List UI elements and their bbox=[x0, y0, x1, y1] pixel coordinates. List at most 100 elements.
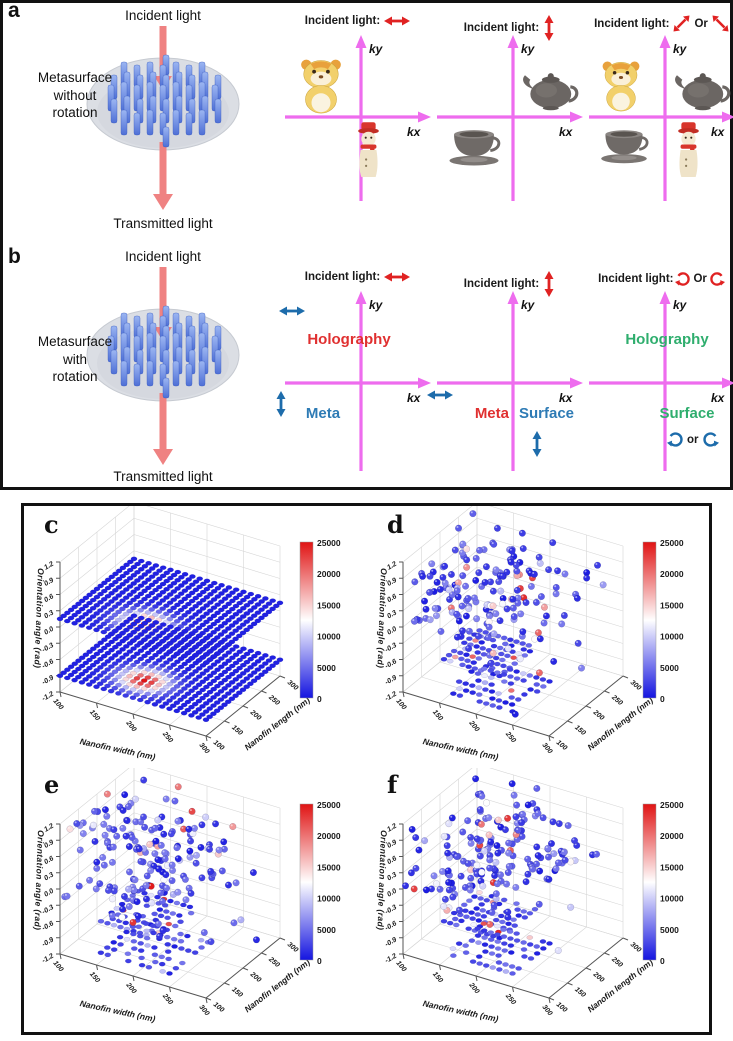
scatter3d-d: 1.20.90.60.30.0-0.3-0.6-0.9-1.2100150200… bbox=[375, 506, 684, 762]
kspace-a3-axes: ky kx bbox=[589, 35, 733, 201]
svg-text:0.0: 0.0 bbox=[386, 626, 398, 637]
panel-a: a Incident light Metasurface without rot… bbox=[3, 0, 733, 231]
svg-text:0: 0 bbox=[317, 694, 322, 704]
svg-text:150: 150 bbox=[573, 724, 587, 737]
svg-text:10000: 10000 bbox=[660, 632, 684, 642]
kspace-a2: Incident light: ky kx bbox=[435, 15, 584, 225]
blue-rotation-row: or bbox=[667, 431, 719, 448]
svg-text:250: 250 bbox=[503, 992, 517, 1006]
panel-b-letter: b bbox=[8, 245, 21, 268]
plot-panel-d: d 1.2 0.9 0.6 0.3 0.0 -0.3 -0.6 -0.9 -1.2 100 150 2… bbox=[367, 506, 712, 768]
panel-ab-box: a Incident light Metasurface without rot… bbox=[0, 0, 733, 490]
svg-text:Orientation angle (rad): Orientation angle (rad) bbox=[32, 568, 45, 669]
svg-text:0.9: 0.9 bbox=[43, 839, 55, 850]
svg-text:0.3: 0.3 bbox=[386, 871, 398, 882]
kspace-b1: Incident light: ky kx Holography Meta bbox=[283, 271, 432, 487]
svg-text:0.3: 0.3 bbox=[43, 609, 55, 620]
svg-text:0.9: 0.9 bbox=[43, 577, 55, 588]
svg-text:0.3: 0.3 bbox=[43, 871, 55, 882]
kspace-b3-header: Incident light: Or bbox=[587, 271, 733, 287]
svg-text:250: 250 bbox=[609, 694, 623, 708]
svg-text:10000: 10000 bbox=[660, 894, 684, 904]
blue-cw-rotation-icon bbox=[702, 431, 719, 448]
svg-text:100: 100 bbox=[555, 1001, 569, 1014]
svg-text:15000: 15000 bbox=[660, 600, 684, 610]
svg-text:150: 150 bbox=[431, 971, 444, 985]
svg-text:10000: 10000 bbox=[317, 632, 341, 642]
svg-text:25000: 25000 bbox=[660, 538, 684, 548]
svg-text:300: 300 bbox=[197, 1004, 210, 1018]
kx-label: kx bbox=[559, 391, 574, 405]
svg-text:-0.9: -0.9 bbox=[384, 674, 398, 686]
kspace-b1-header: Incident light: bbox=[283, 271, 432, 283]
svg-text:20000: 20000 bbox=[317, 831, 341, 841]
svg-text:5000: 5000 bbox=[660, 663, 679, 673]
teapot-image bbox=[673, 71, 731, 112]
svg-text:15000: 15000 bbox=[660, 862, 684, 872]
svg-text:250: 250 bbox=[609, 956, 623, 970]
svg-text:200: 200 bbox=[124, 981, 138, 995]
svg-text:150: 150 bbox=[230, 986, 244, 999]
svg-text:20000: 20000 bbox=[660, 569, 684, 579]
svg-text:0: 0 bbox=[660, 956, 665, 966]
kspace-b1-axes: ky kx bbox=[285, 291, 431, 471]
surface-label: Surface bbox=[519, 405, 575, 422]
nanofin-pillars bbox=[107, 54, 222, 148]
svg-text:0.0: 0.0 bbox=[43, 888, 55, 899]
svg-text:25000: 25000 bbox=[317, 538, 341, 548]
transmitted-arrow bbox=[153, 142, 173, 210]
svg-text:-0.9: -0.9 bbox=[41, 936, 55, 948]
kx-label: kx bbox=[711, 125, 726, 139]
svg-text:5000: 5000 bbox=[317, 925, 336, 935]
panel-cdef-box: c 1.2 0.9 0.6 0.3 0.0 -0.3 -0.6 -0.9 -1.2 100 150 2… bbox=[21, 503, 712, 1035]
blue-vertical-arrow-icon bbox=[275, 389, 287, 419]
metasurface-side-label: Metasurface without rotation bbox=[37, 70, 113, 121]
svg-text:300: 300 bbox=[629, 679, 643, 692]
svg-text:5000: 5000 bbox=[660, 925, 679, 935]
svg-text:15000: 15000 bbox=[317, 862, 341, 872]
svg-text:300: 300 bbox=[197, 742, 210, 756]
panel-f-letter: f bbox=[387, 770, 398, 799]
holography-label: Holography bbox=[625, 331, 709, 348]
svg-text:200: 200 bbox=[248, 971, 262, 985]
svg-text:1.2: 1.2 bbox=[43, 823, 55, 834]
svg-text:0.0: 0.0 bbox=[386, 888, 398, 899]
svg-text:100: 100 bbox=[394, 698, 407, 712]
svg-text:250: 250 bbox=[160, 992, 174, 1006]
meta-label: Meta bbox=[474, 405, 509, 422]
tiger-figurine-image bbox=[300, 59, 342, 114]
svg-text:10000: 10000 bbox=[317, 894, 341, 904]
snowman-figurine-image bbox=[678, 122, 699, 177]
svg-text:Orientation angle (rad): Orientation angle (rad) bbox=[32, 830, 45, 931]
surface-label: Surface bbox=[659, 405, 715, 422]
panel-a-letter: a bbox=[8, 0, 20, 22]
svg-text:150: 150 bbox=[88, 971, 101, 985]
svg-text:20000: 20000 bbox=[660, 831, 684, 841]
svg-text:100: 100 bbox=[51, 960, 64, 974]
cw-rotation-icon bbox=[709, 271, 725, 287]
svg-text:-0.9: -0.9 bbox=[41, 674, 55, 686]
kx-label: kx bbox=[711, 391, 726, 405]
svg-text:300: 300 bbox=[286, 679, 300, 692]
scatter3d-e: 1.20.90.60.30.0-0.3-0.6-0.9-1.2100150200… bbox=[32, 768, 341, 1024]
svg-text:0.9: 0.9 bbox=[386, 839, 398, 850]
ky-label: ky bbox=[369, 42, 384, 56]
scatter3d-f: 1.20.90.60.30.0-0.3-0.6-0.9-1.2100150200… bbox=[375, 768, 684, 1024]
antidiagonal-polarization-icon bbox=[712, 15, 729, 32]
svg-text:200: 200 bbox=[248, 709, 262, 723]
kspace-b3: Incident light: Or ky kx Holography Surf… bbox=[587, 271, 733, 487]
blue-horizontal-arrow-icon bbox=[427, 389, 453, 401]
transmitted-arrow bbox=[153, 393, 173, 465]
svg-text:100: 100 bbox=[212, 1001, 226, 1014]
svg-text:0.6: 0.6 bbox=[386, 593, 398, 604]
svg-text:150: 150 bbox=[431, 709, 444, 723]
svg-text:25000: 25000 bbox=[317, 800, 341, 810]
svg-text:300: 300 bbox=[286, 941, 300, 954]
kspace-a2-header: Incident light: bbox=[435, 15, 584, 41]
svg-text:250: 250 bbox=[503, 730, 517, 744]
kx-label: kx bbox=[407, 125, 422, 139]
kspace-b2-axes: ky kx bbox=[437, 291, 583, 471]
svg-text:5000: 5000 bbox=[317, 663, 336, 673]
svg-text:100: 100 bbox=[555, 739, 569, 752]
